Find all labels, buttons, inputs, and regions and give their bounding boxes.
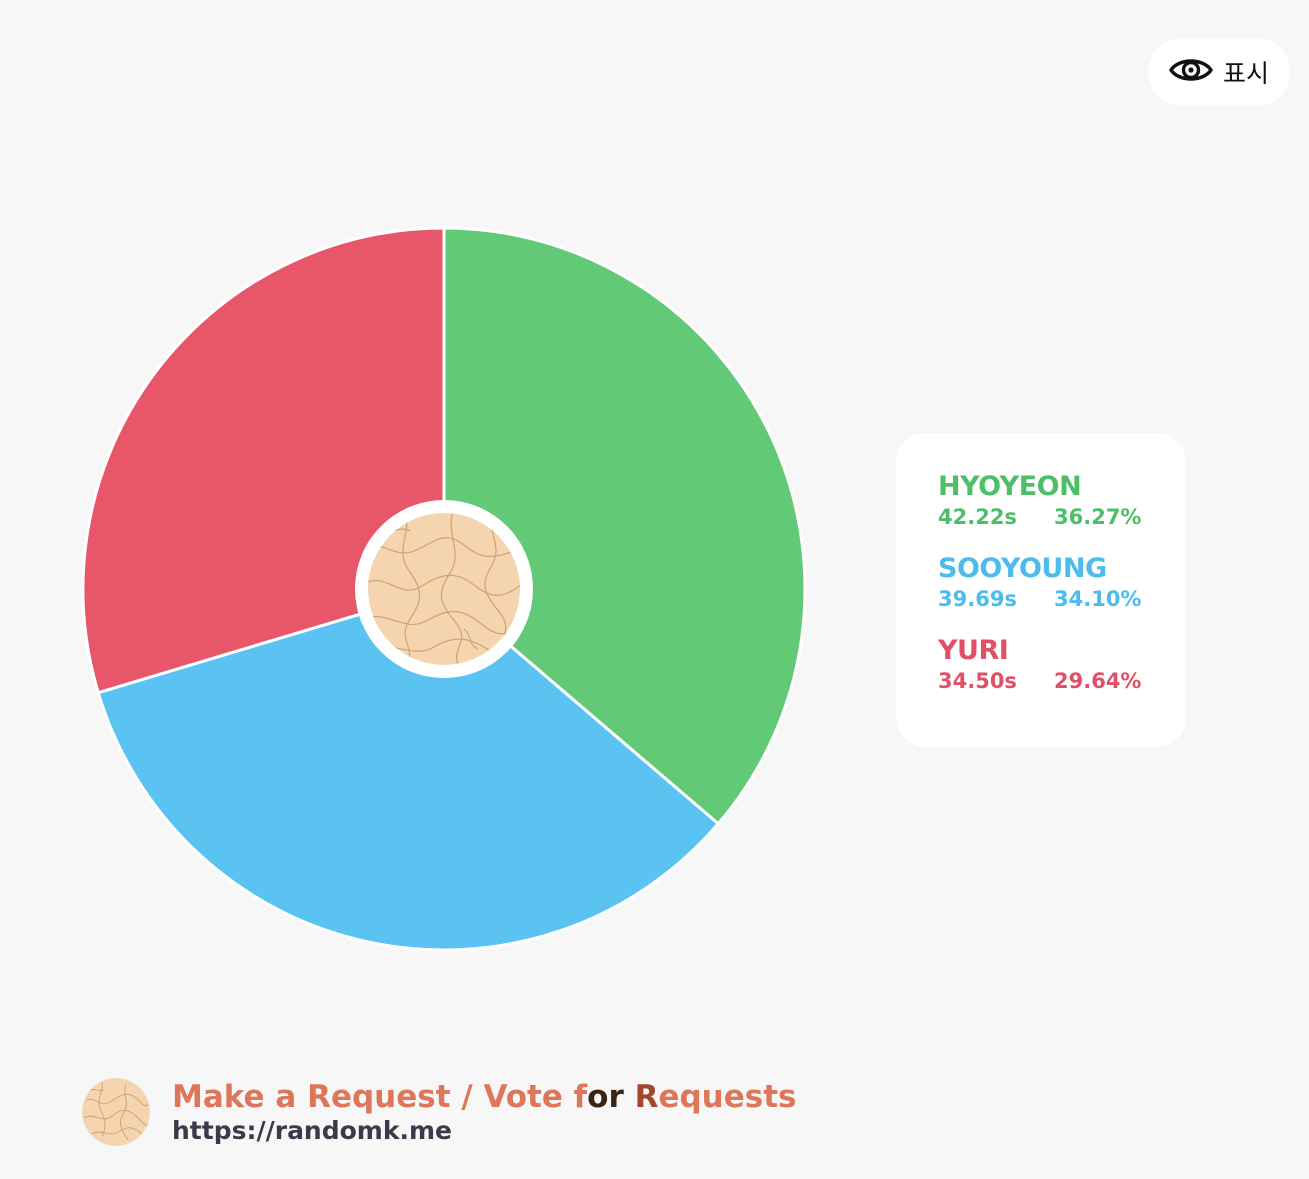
legend-time: 39.69s <box>938 587 1017 611</box>
footer-title-part: Make a Request / Vote f <box>172 1079 588 1115</box>
pie-slice-yuri <box>81 226 446 695</box>
legend: HYOYEON 42.22s 36.27% SOOYOUNG 39.69s 34… <box>896 433 1186 747</box>
request-link[interactable]: Make a Request / Vote for Requests <box>172 1078 796 1116</box>
site-url[interactable]: https://randomk.me <box>172 1116 452 1145</box>
show-label: 표시 <box>1222 59 1269 88</box>
legend-name: HYOYEON <box>938 471 1082 502</box>
legend-entry-yuri: YURI 34.50s 29.64% <box>938 635 1186 695</box>
legend-percent: 29.64% <box>1054 669 1142 693</box>
legend-percent: 34.10% <box>1054 587 1142 611</box>
legend-values: 34.50s 29.64% <box>938 667 1186 695</box>
footer-title-part: equests <box>658 1079 797 1115</box>
footer-text: Make a Request / Vote for Requests https… <box>172 1078 796 1146</box>
eye-icon <box>1169 55 1213 89</box>
legend-values: 39.69s 34.10% <box>938 585 1186 613</box>
footer-title-part: r <box>608 1079 635 1115</box>
randomk-logo <box>82 1078 150 1146</box>
center-badge <box>355 500 533 678</box>
legend-time: 42.22s <box>938 505 1017 529</box>
legend-name: YURI <box>938 635 1009 666</box>
footer: Make a Request / Vote for Requests https… <box>82 1077 796 1147</box>
legend-time: 34.50s <box>938 669 1017 693</box>
pie-slices <box>81 226 807 952</box>
legend-percent: 36.27% <box>1054 505 1142 529</box>
show-button[interactable]: 표시 <box>1148 38 1290 106</box>
legend-values: 42.22s 36.27% <box>938 503 1186 531</box>
pie-slice-hyoyeon <box>442 226 807 826</box>
footer-title-part: R <box>634 1079 659 1115</box>
legend-entry-hyoyeon: HYOYEON 42.22s 36.27% <box>938 471 1186 531</box>
pie-slice-sooyoung <box>96 587 720 952</box>
legend-name: SOOYOUNG <box>938 553 1107 584</box>
footer-title-part: o <box>587 1079 609 1115</box>
legend-entry-sooyoung: SOOYOUNG 39.69s 34.10% <box>938 553 1186 613</box>
